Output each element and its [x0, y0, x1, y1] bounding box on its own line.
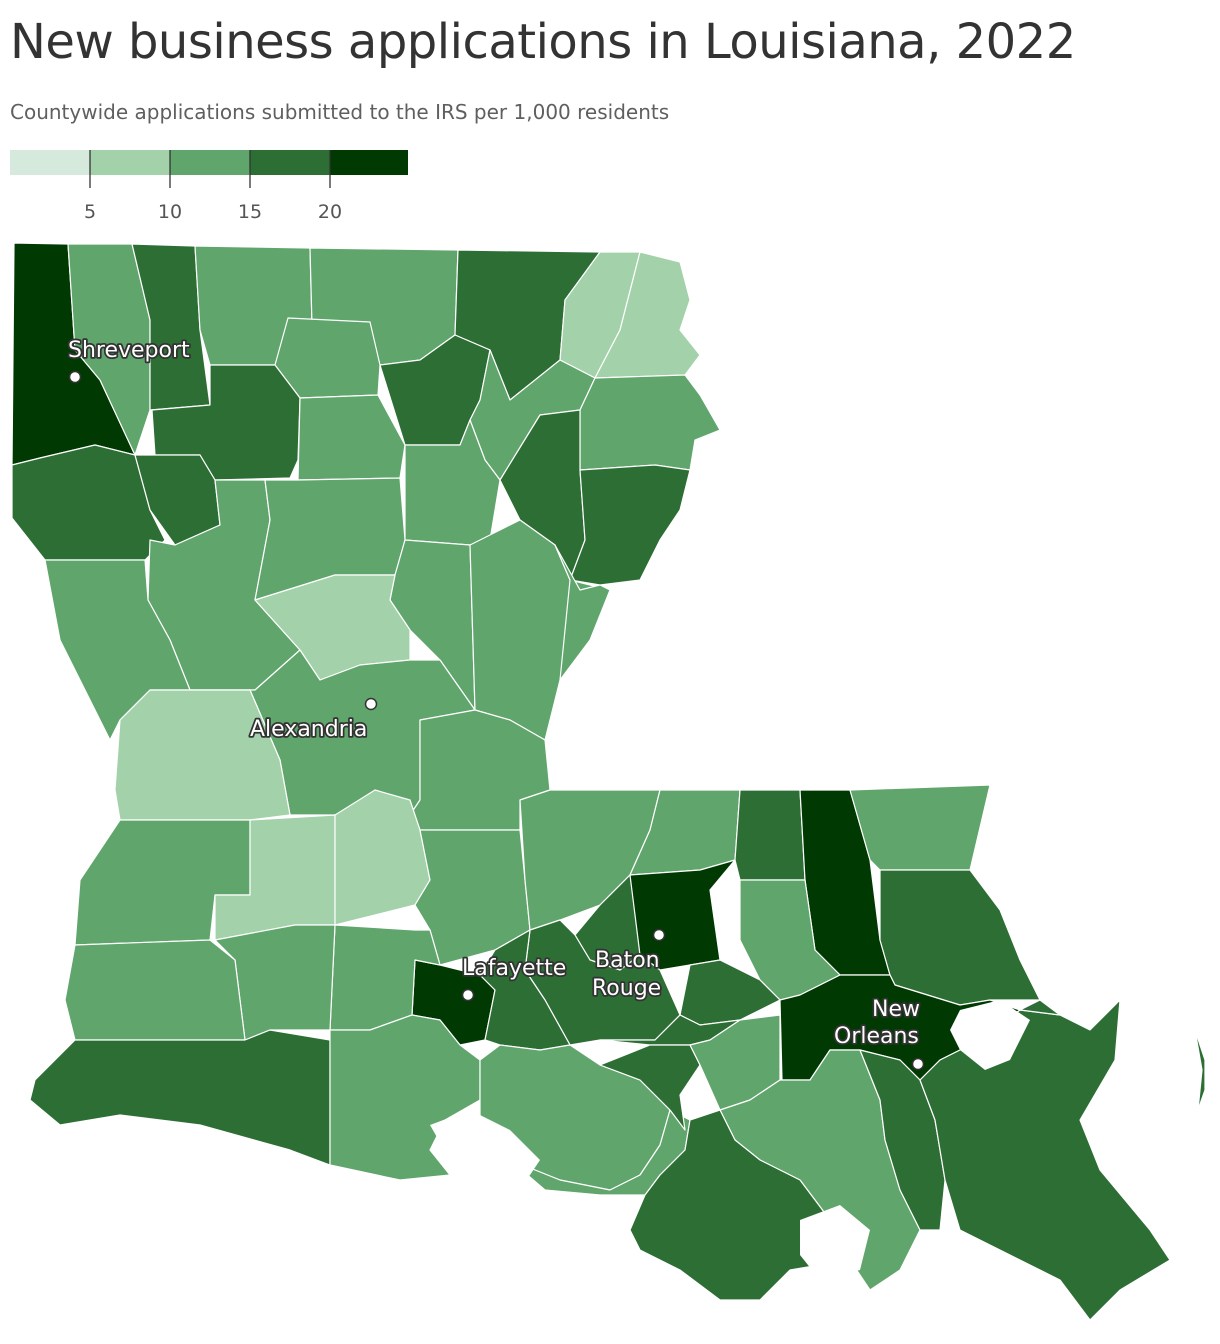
- chart-title: New business applications in Louisiana, …: [10, 14, 1076, 70]
- lake-pontchartrain: [950, 1000, 1030, 1070]
- parish-east-baton-rouge: [624, 859, 736, 971]
- legend-bin-4: [250, 150, 330, 175]
- legend-bin-1: [10, 150, 90, 175]
- color-legend: 5 10 15 20: [10, 150, 410, 225]
- parish-vernon: [114, 689, 291, 821]
- legend-bin-5: [330, 150, 408, 175]
- chart-subtitle: Countywide applications submitted to the…: [10, 100, 670, 124]
- parish-calcasieu: [64, 939, 246, 1041]
- parish-st-tammany: [879, 869, 1041, 1006]
- parish-washington: [849, 784, 991, 871]
- parish-de-soto: [11, 444, 166, 561]
- legend-bin-2: [90, 150, 170, 175]
- parish-assumption: [599, 1044, 701, 1131]
- parish-concordia: [554, 544, 611, 681]
- parish-tensas: [569, 464, 691, 586]
- parish-jackson: [297, 394, 406, 481]
- legend-tick-20: 20: [318, 201, 342, 223]
- legend-tick-5: 5: [84, 201, 96, 223]
- terrebonne-bay: [800, 1205, 870, 1280]
- legend-tick-10: 10: [158, 201, 182, 223]
- parish-st-bernard: [1019, 999, 1061, 1016]
- parish-st-landry: [414, 829, 531, 966]
- parish-chandeleur-islands: [1194, 1029, 1206, 1111]
- parish-madison: [579, 374, 721, 471]
- parish-cameron: [29, 1029, 331, 1166]
- atchafalaya-bay: [430, 1110, 540, 1190]
- parish-east-feliciana: [734, 789, 806, 881]
- louisiana-parish-map: [11, 242, 1206, 1321]
- legend-tick-15: 15: [238, 201, 262, 223]
- parish-east-carroll: [594, 251, 701, 379]
- legend-bin-3: [170, 150, 250, 175]
- parish-jefferson: [859, 1049, 946, 1231]
